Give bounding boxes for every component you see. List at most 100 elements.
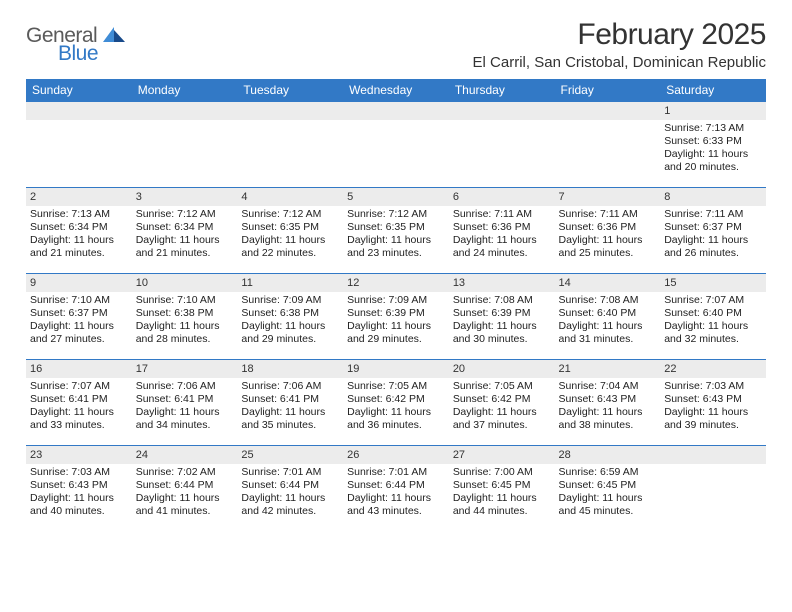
- sunrise-text: Sunrise: 7:10 AM: [30, 294, 128, 307]
- calendar-day-cell: 20Sunrise: 7:05 AMSunset: 6:42 PMDayligh…: [449, 360, 555, 446]
- calendar-day-cell: 13Sunrise: 7:08 AMSunset: 6:39 PMDayligh…: [449, 274, 555, 360]
- calendar-day-cell: 2Sunrise: 7:13 AMSunset: 6:34 PMDaylight…: [26, 188, 132, 274]
- calendar-day-cell: 21Sunrise: 7:04 AMSunset: 6:43 PMDayligh…: [555, 360, 661, 446]
- sunrise-text: Sunrise: 7:04 AM: [559, 380, 657, 393]
- calendar-day-cell: [237, 102, 343, 188]
- calendar-week-row: 23Sunrise: 7:03 AMSunset: 6:43 PMDayligh…: [26, 446, 766, 532]
- daylight-text: Daylight: 11 hours and 45 minutes.: [559, 492, 657, 518]
- weekday-header: Thursday: [449, 79, 555, 102]
- sunrise-text: Sunrise: 7:00 AM: [453, 466, 551, 479]
- daylight-text: Daylight: 11 hours and 22 minutes.: [241, 234, 339, 260]
- day-details: Sunrise: 7:08 AMSunset: 6:40 PMDaylight:…: [555, 292, 661, 348]
- sunrise-text: Sunrise: 7:06 AM: [136, 380, 234, 393]
- sunset-text: Sunset: 6:40 PM: [664, 307, 762, 320]
- title-block: February 2025 El Carril, San Cristobal, …: [473, 18, 766, 71]
- day-number: 25: [237, 446, 343, 464]
- day-number: 12: [343, 274, 449, 292]
- calendar-week-row: 9Sunrise: 7:10 AMSunset: 6:37 PMDaylight…: [26, 274, 766, 360]
- daylight-text: Daylight: 11 hours and 21 minutes.: [136, 234, 234, 260]
- day-number: 26: [343, 446, 449, 464]
- calendar-day-cell: 23Sunrise: 7:03 AMSunset: 6:43 PMDayligh…: [26, 446, 132, 532]
- calendar-week-row: 1Sunrise: 7:13 AMSunset: 6:33 PMDaylight…: [26, 102, 766, 188]
- calendar-day-cell: [449, 102, 555, 188]
- day-number-empty: [132, 102, 238, 120]
- sunrise-text: Sunrise: 7:08 AM: [453, 294, 551, 307]
- day-details: Sunrise: 7:12 AMSunset: 6:34 PMDaylight:…: [132, 206, 238, 262]
- daylight-text: Daylight: 11 hours and 36 minutes.: [347, 406, 445, 432]
- calendar-day-cell: 24Sunrise: 7:02 AMSunset: 6:44 PMDayligh…: [132, 446, 238, 532]
- daylight-text: Daylight: 11 hours and 39 minutes.: [664, 406, 762, 432]
- day-details: Sunrise: 6:59 AMSunset: 6:45 PMDaylight:…: [555, 464, 661, 520]
- day-details: Sunrise: 7:03 AMSunset: 6:43 PMDaylight:…: [660, 378, 766, 434]
- day-details: Sunrise: 7:07 AMSunset: 6:41 PMDaylight:…: [26, 378, 132, 434]
- day-number: 3: [132, 188, 238, 206]
- weekday-header: Friday: [555, 79, 661, 102]
- day-details: Sunrise: 7:12 AMSunset: 6:35 PMDaylight:…: [343, 206, 449, 262]
- sunset-text: Sunset: 6:41 PM: [241, 393, 339, 406]
- day-number: 7: [555, 188, 661, 206]
- day-number: 17: [132, 360, 238, 378]
- calendar-day-cell: 6Sunrise: 7:11 AMSunset: 6:36 PMDaylight…: [449, 188, 555, 274]
- day-details: Sunrise: 7:05 AMSunset: 6:42 PMDaylight:…: [449, 378, 555, 434]
- sunrise-text: Sunrise: 7:07 AM: [30, 380, 128, 393]
- sunrise-text: Sunrise: 7:12 AM: [347, 208, 445, 221]
- day-number: 2: [26, 188, 132, 206]
- sunset-text: Sunset: 6:41 PM: [30, 393, 128, 406]
- calendar-day-cell: [26, 102, 132, 188]
- day-details: Sunrise: 7:00 AMSunset: 6:45 PMDaylight:…: [449, 464, 555, 520]
- sunset-text: Sunset: 6:44 PM: [241, 479, 339, 492]
- daylight-text: Daylight: 11 hours and 33 minutes.: [30, 406, 128, 432]
- day-number: 8: [660, 188, 766, 206]
- calendar-header-row: SundayMondayTuesdayWednesdayThursdayFrid…: [26, 79, 766, 102]
- daylight-text: Daylight: 11 hours and 40 minutes.: [30, 492, 128, 518]
- sunrise-text: Sunrise: 7:11 AM: [559, 208, 657, 221]
- calendar-day-cell: 27Sunrise: 7:00 AMSunset: 6:45 PMDayligh…: [449, 446, 555, 532]
- sunrise-text: Sunrise: 7:05 AM: [347, 380, 445, 393]
- sunset-text: Sunset: 6:41 PM: [136, 393, 234, 406]
- sunrise-text: Sunrise: 7:12 AM: [241, 208, 339, 221]
- header: General Blue February 2025 El Carril, Sa…: [26, 18, 766, 71]
- day-number: 16: [26, 360, 132, 378]
- day-details: Sunrise: 7:13 AMSunset: 6:34 PMDaylight:…: [26, 206, 132, 262]
- sunset-text: Sunset: 6:45 PM: [453, 479, 551, 492]
- calendar-day-cell: 7Sunrise: 7:11 AMSunset: 6:36 PMDaylight…: [555, 188, 661, 274]
- day-details: Sunrise: 7:09 AMSunset: 6:39 PMDaylight:…: [343, 292, 449, 348]
- weekday-header: Wednesday: [343, 79, 449, 102]
- daylight-text: Daylight: 11 hours and 23 minutes.: [347, 234, 445, 260]
- daylight-text: Daylight: 11 hours and 25 minutes.: [559, 234, 657, 260]
- sunrise-text: Sunrise: 7:03 AM: [30, 466, 128, 479]
- sunrise-text: Sunrise: 7:11 AM: [664, 208, 762, 221]
- day-details: Sunrise: 7:03 AMSunset: 6:43 PMDaylight:…: [26, 464, 132, 520]
- day-number: 21: [555, 360, 661, 378]
- daylight-text: Daylight: 11 hours and 29 minutes.: [241, 320, 339, 346]
- calendar-day-cell: [660, 446, 766, 532]
- day-number-empty: [343, 102, 449, 120]
- daylight-text: Daylight: 11 hours and 44 minutes.: [453, 492, 551, 518]
- calendar-day-cell: 26Sunrise: 7:01 AMSunset: 6:44 PMDayligh…: [343, 446, 449, 532]
- day-number-empty: [26, 102, 132, 120]
- sunset-text: Sunset: 6:35 PM: [347, 221, 445, 234]
- daylight-text: Daylight: 11 hours and 24 minutes.: [453, 234, 551, 260]
- day-number: 20: [449, 360, 555, 378]
- sunset-text: Sunset: 6:37 PM: [30, 307, 128, 320]
- day-details: Sunrise: 7:02 AMSunset: 6:44 PMDaylight:…: [132, 464, 238, 520]
- calendar-day-cell: 17Sunrise: 7:06 AMSunset: 6:41 PMDayligh…: [132, 360, 238, 446]
- calendar-day-cell: 25Sunrise: 7:01 AMSunset: 6:44 PMDayligh…: [237, 446, 343, 532]
- day-number: 28: [555, 446, 661, 464]
- sunrise-text: Sunrise: 7:06 AM: [241, 380, 339, 393]
- day-details: Sunrise: 7:08 AMSunset: 6:39 PMDaylight:…: [449, 292, 555, 348]
- weekday-header: Saturday: [660, 79, 766, 102]
- daylight-text: Daylight: 11 hours and 29 minutes.: [347, 320, 445, 346]
- sunrise-text: Sunrise: 7:12 AM: [136, 208, 234, 221]
- day-details: Sunrise: 7:12 AMSunset: 6:35 PMDaylight:…: [237, 206, 343, 262]
- day-number-empty: [237, 102, 343, 120]
- calendar-week-row: 2Sunrise: 7:13 AMSunset: 6:34 PMDaylight…: [26, 188, 766, 274]
- day-number: 23: [26, 446, 132, 464]
- daylight-text: Daylight: 11 hours and 38 minutes.: [559, 406, 657, 432]
- day-number-empty: [449, 102, 555, 120]
- sunrise-text: Sunrise: 7:10 AM: [136, 294, 234, 307]
- calendar-body: 1Sunrise: 7:13 AMSunset: 6:33 PMDaylight…: [26, 102, 766, 532]
- calendar-day-cell: [343, 102, 449, 188]
- sunrise-text: Sunrise: 7:11 AM: [453, 208, 551, 221]
- calendar-day-cell: 22Sunrise: 7:03 AMSunset: 6:43 PMDayligh…: [660, 360, 766, 446]
